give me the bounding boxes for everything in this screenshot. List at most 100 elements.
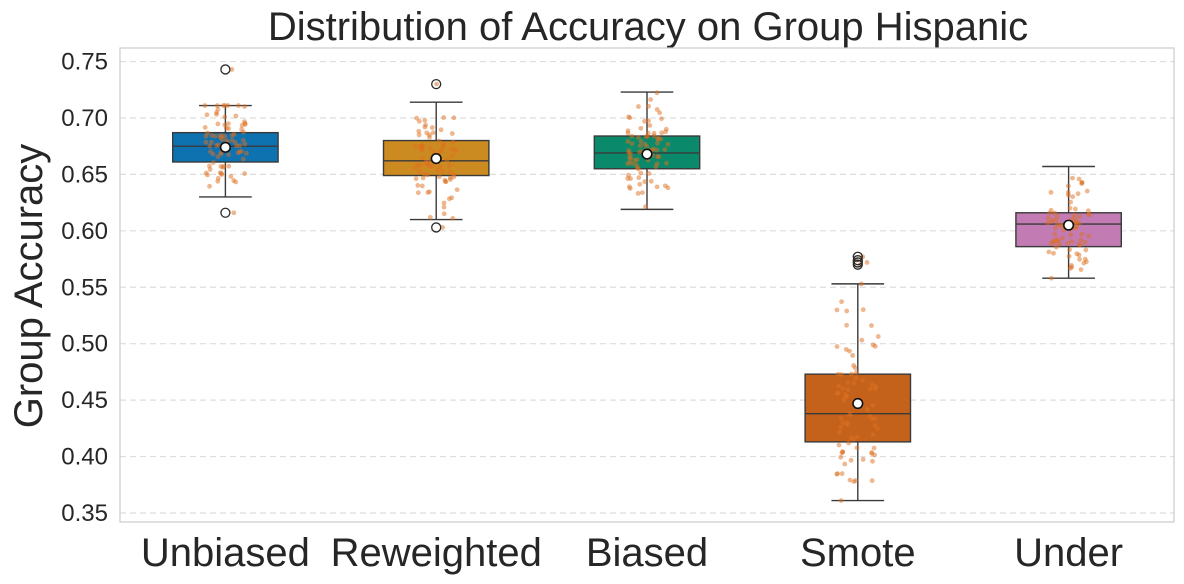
strip-point [229, 137, 235, 143]
strip-point [440, 225, 445, 230]
strip-point [625, 139, 631, 144]
strip-point [867, 386, 873, 392]
y-tick-label: 0.40 [61, 444, 108, 471]
strip-point [450, 216, 456, 221]
strip-point [448, 146, 454, 152]
strip-point [871, 445, 877, 451]
strip-point [436, 138, 442, 144]
strip-point [1069, 239, 1075, 244]
strip-point [447, 163, 453, 169]
strip-point [627, 155, 633, 161]
y-tick-label: 0.70 [61, 105, 108, 132]
strip-point [450, 139, 456, 145]
y-tick-label: 0.45 [61, 387, 108, 414]
y-tick-label: 0.55 [61, 274, 108, 301]
strip-point [449, 195, 455, 201]
strip-point [655, 135, 661, 141]
strip-point [210, 160, 216, 165]
strip-point [425, 160, 430, 165]
strip-point [215, 154, 221, 160]
box-group-unbiased [171, 64, 279, 218]
strip-point [654, 90, 660, 96]
strip-point [635, 166, 641, 172]
strip-point [642, 179, 648, 185]
strip-point [842, 461, 848, 467]
strip-point [202, 125, 208, 130]
outlier-marker [220, 64, 231, 75]
strip-point [1076, 241, 1082, 247]
strip-point [419, 183, 425, 189]
strip-point [220, 164, 226, 170]
strip-point [648, 97, 654, 102]
outlier-marker [431, 78, 442, 90]
strip-point [1070, 175, 1075, 181]
strip-point [848, 435, 854, 441]
strip-point [427, 163, 433, 169]
strip-point [215, 175, 221, 181]
strip-point [845, 380, 851, 386]
strip-point [202, 103, 208, 108]
strip-point [441, 200, 447, 206]
strip-point [626, 148, 632, 153]
strip-point [629, 133, 635, 139]
strip-point [222, 103, 228, 108]
strip-point [872, 343, 878, 349]
strip-point [627, 186, 633, 191]
strip-point [1045, 220, 1051, 226]
mean-marker [430, 153, 442, 165]
strip-point [1075, 191, 1081, 197]
mean-marker [852, 397, 864, 410]
strip-point [838, 454, 844, 460]
strip-point [222, 114, 228, 120]
strip-point [853, 375, 859, 381]
strip-point [242, 171, 248, 176]
strip-point [219, 137, 225, 143]
strip-point [419, 143, 425, 149]
strip-point [235, 150, 241, 156]
strip-point [840, 420, 846, 426]
box-group-under [1015, 165, 1123, 281]
strip-point [654, 184, 660, 190]
strip-point [656, 154, 662, 160]
strip-point [844, 322, 849, 328]
strip-point [1067, 205, 1073, 211]
strip-point [233, 113, 239, 119]
strip-point [835, 471, 840, 477]
strip-point [851, 479, 857, 484]
strip-point [1083, 247, 1089, 253]
strip-point [636, 135, 641, 140]
strip-point [847, 348, 852, 354]
outlier-marker [852, 255, 863, 266]
strip-point [1081, 260, 1087, 266]
box-group-reweighted [382, 78, 490, 233]
mean-marker [1062, 219, 1075, 231]
strip-point [454, 187, 460, 193]
strip-point [647, 123, 653, 128]
strip-point [444, 157, 450, 163]
x-tick-label: Under [1014, 531, 1123, 575]
strip-point [1066, 253, 1072, 259]
strip-point [643, 134, 649, 139]
strip-point [207, 163, 212, 169]
strip-point [1048, 189, 1054, 195]
strip-point [226, 163, 232, 169]
strip-point [642, 118, 648, 124]
strip-point [651, 146, 656, 152]
strip-point [870, 458, 875, 464]
strip-point [237, 143, 243, 148]
strip-point [840, 449, 846, 455]
strip-point [1078, 267, 1084, 273]
strip-point [1053, 244, 1059, 250]
strip-point [1086, 233, 1092, 239]
strip-point [1079, 231, 1085, 237]
strip-point [638, 125, 644, 131]
strip-point [662, 183, 668, 189]
strip-point [1067, 247, 1072, 253]
strip-point [865, 406, 870, 412]
strip-point [1053, 217, 1059, 223]
strip-point [416, 132, 422, 138]
strip-point [447, 175, 453, 181]
strip-point [413, 176, 419, 182]
strip-point [233, 179, 239, 185]
strip-point [659, 116, 664, 122]
